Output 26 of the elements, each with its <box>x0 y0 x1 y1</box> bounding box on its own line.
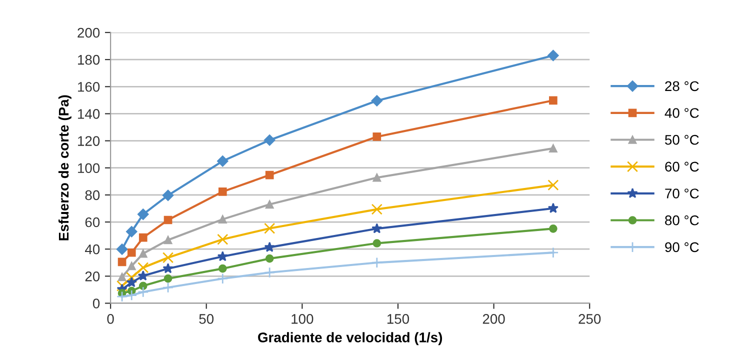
x-tick-label: 0 <box>107 314 114 324</box>
y-tick-label: 200 <box>78 28 100 38</box>
x-axis-title: Gradiente de velocidad (1/s) <box>258 332 442 346</box>
x-tick-label: 100 <box>292 314 314 324</box>
legend-label: 50 °C <box>665 134 699 145</box>
y-tick-label: 60 <box>85 217 100 228</box>
y-tick-label: 80 <box>85 190 100 200</box>
y-tick-label: 120 <box>78 136 100 146</box>
y-tick-label: 0 <box>92 298 100 308</box>
legend-label: 70 °C <box>665 188 699 198</box>
x-tick-label: 150 <box>387 314 410 324</box>
y-axis-title: Esfuerzo de corte (Pa) <box>58 95 72 240</box>
y-tick-label: 100 <box>78 163 100 174</box>
y-tick-label: 20 <box>85 272 100 282</box>
x-tick-label: 200 <box>482 314 505 324</box>
x-tick-label: 50 <box>199 314 214 324</box>
legend-label: 90 °C <box>665 242 699 252</box>
x-tick-label: 250 <box>578 314 601 324</box>
legend-label: 60 °C <box>665 162 699 172</box>
y-tick-label: 140 <box>78 109 100 119</box>
y-tick-label: 160 <box>78 82 100 92</box>
legend-label: 28 °C <box>665 81 699 92</box>
y-tick-label: 40 <box>85 244 100 254</box>
legend-label: 40 °C <box>664 108 699 118</box>
legend-label: 80 °C <box>665 215 699 226</box>
y-tick-label: 180 <box>78 54 100 65</box>
